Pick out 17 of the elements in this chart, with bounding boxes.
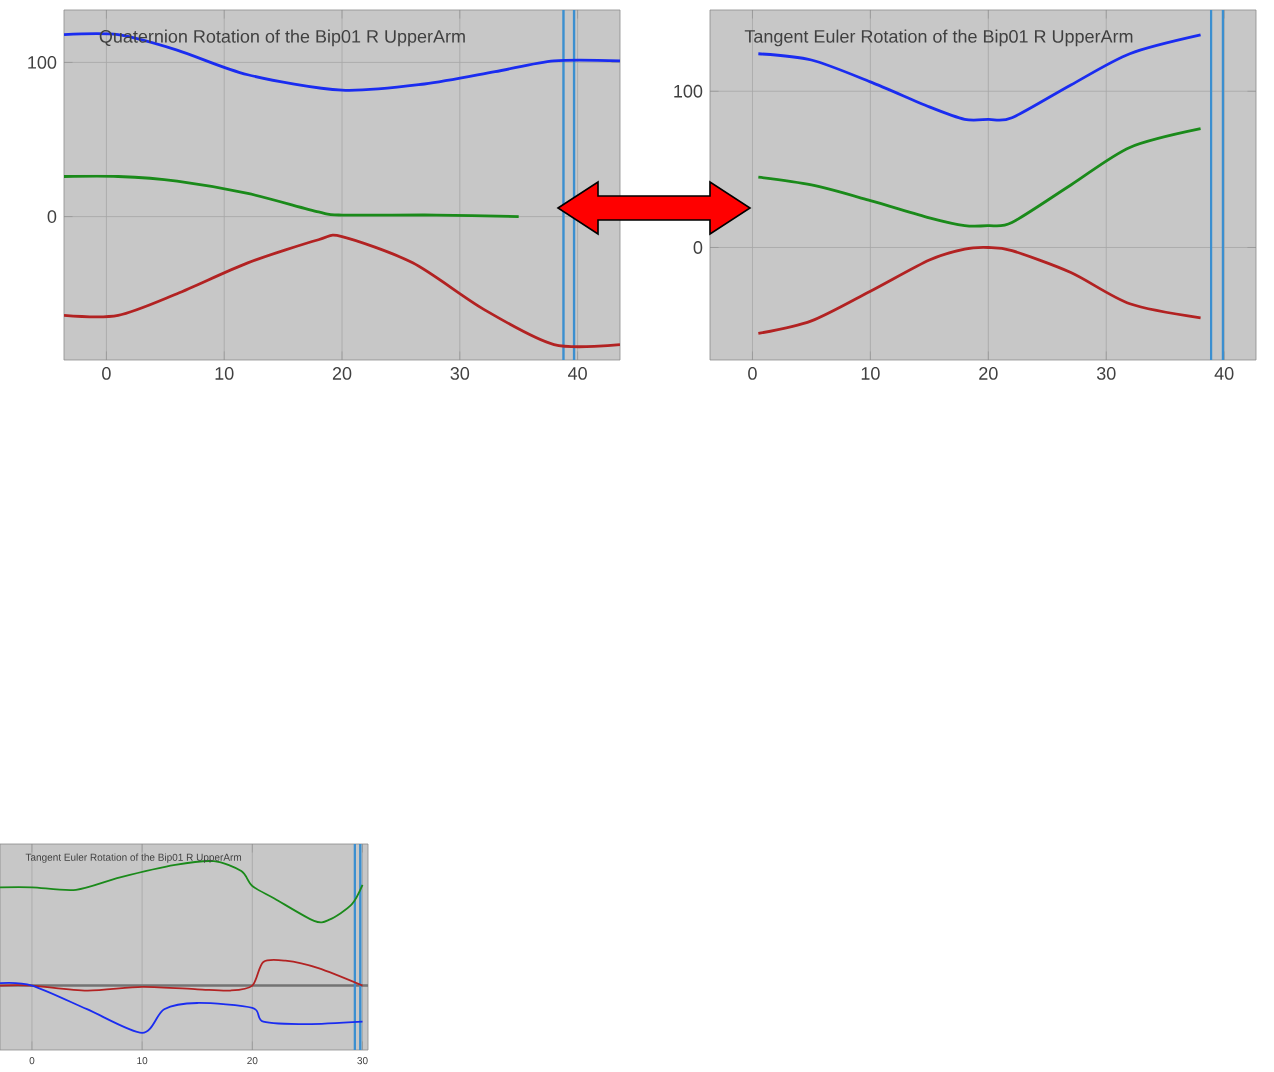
x-tick-label: 30 — [1096, 367, 1116, 380]
x-tick-label: 30 — [450, 367, 470, 380]
x-tick-label: 10 — [861, 367, 880, 380]
text: Tangent Euler Rotation of the Bip01 R UpperArm — [744, 29, 1133, 47]
line-series — [756, 246, 1202, 335]
line-series — [756, 127, 1202, 228]
x-tick-label: 0 — [748, 367, 757, 380]
x-tick-label: 40 — [568, 367, 587, 380]
y-tick-label: 100 — [674, 84, 703, 98]
x-tick-label: 10 — [215, 367, 234, 380]
line-series — [64, 32, 621, 92]
line-series — [64, 174, 521, 218]
x-tick-label: 40 — [1214, 367, 1234, 380]
x-tick-label: 20 — [979, 367, 998, 380]
x-tick-label: 0 — [102, 367, 111, 380]
y-tick-label: 100 — [28, 56, 57, 69]
x-tick-label: 20 — [332, 367, 352, 380]
